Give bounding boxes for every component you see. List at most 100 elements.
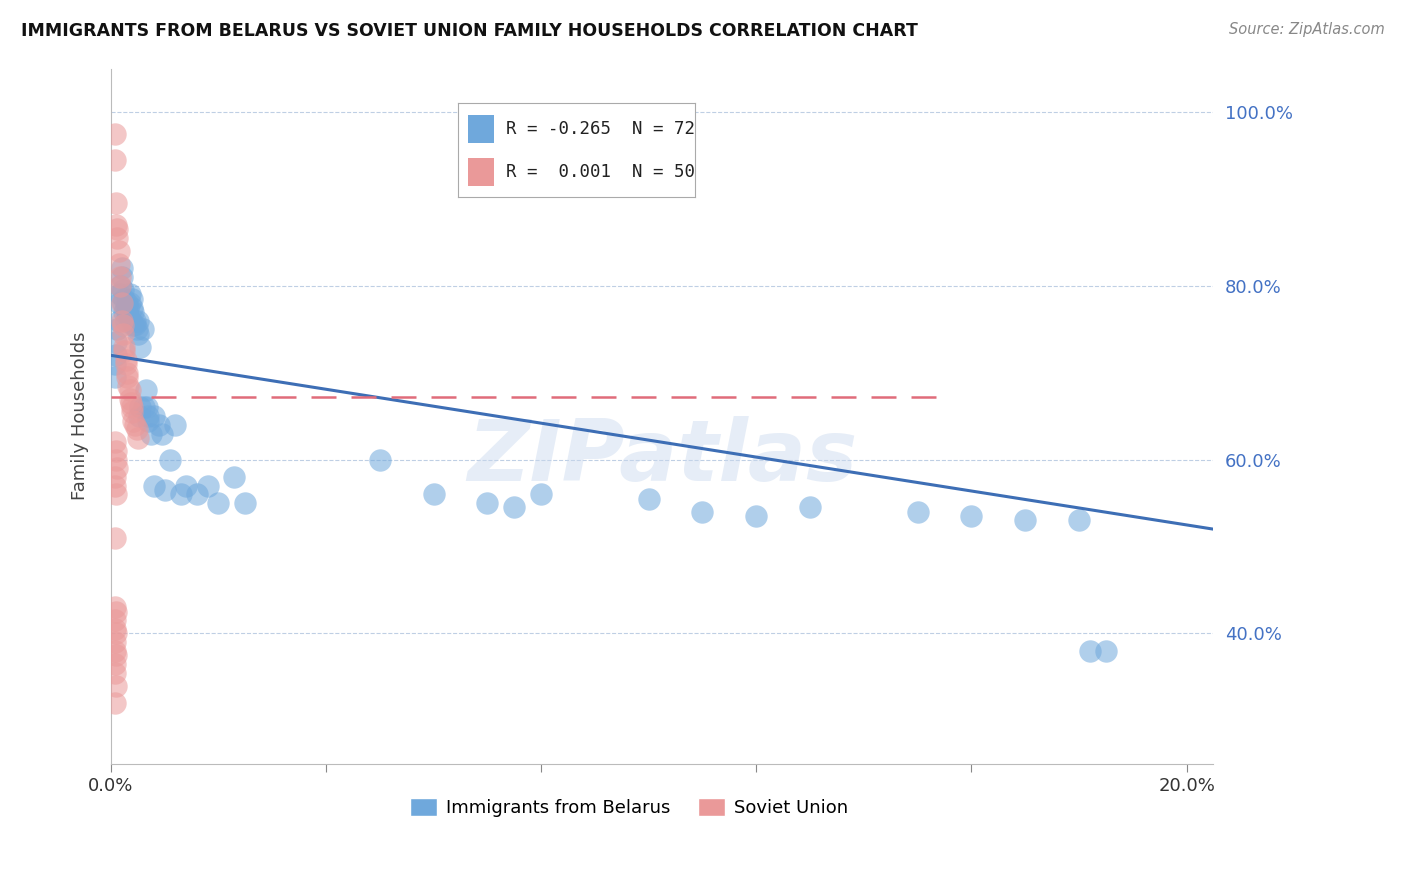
Point — [111, 296, 134, 310]
Point — [136, 401, 159, 415]
Point — [105, 626, 128, 640]
Point — [745, 509, 768, 524]
Point — [477, 496, 499, 510]
Point — [120, 313, 142, 327]
Point — [105, 605, 128, 619]
Point — [104, 614, 127, 628]
Point — [124, 313, 146, 327]
Point — [121, 405, 143, 419]
Point — [207, 496, 229, 510]
Point — [122, 305, 145, 319]
Point — [138, 409, 160, 424]
Point — [115, 366, 138, 380]
Point — [530, 487, 553, 501]
Point — [105, 444, 128, 458]
Point — [692, 505, 714, 519]
Point — [907, 505, 929, 519]
Point — [105, 487, 128, 501]
Point — [121, 292, 143, 306]
Point — [111, 326, 134, 341]
Point — [104, 470, 127, 484]
Point — [135, 383, 157, 397]
Point — [117, 301, 139, 315]
Point — [148, 417, 170, 432]
Point — [125, 322, 148, 336]
Point — [1014, 513, 1036, 527]
Point — [104, 127, 127, 141]
Point — [104, 635, 127, 649]
Point — [117, 310, 139, 324]
Point — [117, 378, 139, 392]
Point — [142, 479, 165, 493]
Point — [112, 292, 135, 306]
Point — [114, 352, 136, 367]
Point — [159, 452, 181, 467]
Point — [104, 370, 127, 384]
Point — [105, 461, 128, 475]
Point — [132, 322, 155, 336]
Point — [105, 648, 128, 663]
Point — [105, 222, 128, 236]
Point — [105, 452, 128, 467]
Point — [112, 343, 135, 358]
Point — [174, 479, 197, 493]
Point — [114, 357, 136, 371]
Point — [108, 257, 131, 271]
Point — [127, 326, 149, 341]
Y-axis label: Family Households: Family Households — [72, 332, 89, 500]
Point — [105, 335, 128, 350]
Point — [104, 665, 127, 680]
Point — [118, 383, 141, 397]
Point — [233, 496, 256, 510]
Point — [125, 422, 148, 436]
Point — [104, 357, 127, 371]
Legend: Immigrants from Belarus, Soviet Union: Immigrants from Belarus, Soviet Union — [404, 790, 855, 824]
Point — [111, 318, 134, 332]
Point — [118, 392, 141, 406]
Point — [121, 301, 143, 315]
Point — [105, 322, 128, 336]
Point — [114, 301, 136, 315]
Point — [110, 296, 132, 310]
Text: IMMIGRANTS FROM BELARUS VS SOVIET UNION FAMILY HOUSEHOLDS CORRELATION CHART: IMMIGRANTS FROM BELARUS VS SOVIET UNION … — [21, 22, 918, 40]
Point — [110, 270, 132, 285]
Point — [139, 426, 162, 441]
Point — [120, 396, 142, 410]
Point — [1078, 644, 1101, 658]
Text: ZIPatlas: ZIPatlas — [467, 417, 858, 500]
Point — [110, 278, 132, 293]
Point — [110, 287, 132, 301]
Point — [115, 370, 138, 384]
Point — [127, 313, 149, 327]
Point — [122, 413, 145, 427]
Point — [104, 657, 127, 671]
Point — [108, 296, 131, 310]
Point — [186, 487, 208, 501]
Point — [122, 318, 145, 332]
Text: Source: ZipAtlas.com: Source: ZipAtlas.com — [1229, 22, 1385, 37]
Point — [104, 479, 127, 493]
Point — [104, 600, 127, 615]
Point — [105, 231, 128, 245]
Point — [121, 401, 143, 415]
Point — [124, 417, 146, 432]
Point — [118, 287, 141, 301]
Point — [118, 296, 141, 310]
Point — [127, 431, 149, 445]
Point — [142, 409, 165, 424]
Point — [128, 409, 150, 424]
Point — [104, 531, 127, 545]
Point — [112, 340, 135, 354]
Point — [108, 313, 131, 327]
Point — [108, 244, 131, 258]
Point — [1067, 513, 1090, 527]
Point — [105, 348, 128, 362]
Point — [110, 261, 132, 276]
Point — [129, 340, 152, 354]
Point — [110, 270, 132, 285]
Point — [129, 401, 152, 415]
Point — [1095, 644, 1118, 658]
Point — [138, 413, 160, 427]
Point — [111, 283, 134, 297]
Point — [637, 491, 659, 506]
